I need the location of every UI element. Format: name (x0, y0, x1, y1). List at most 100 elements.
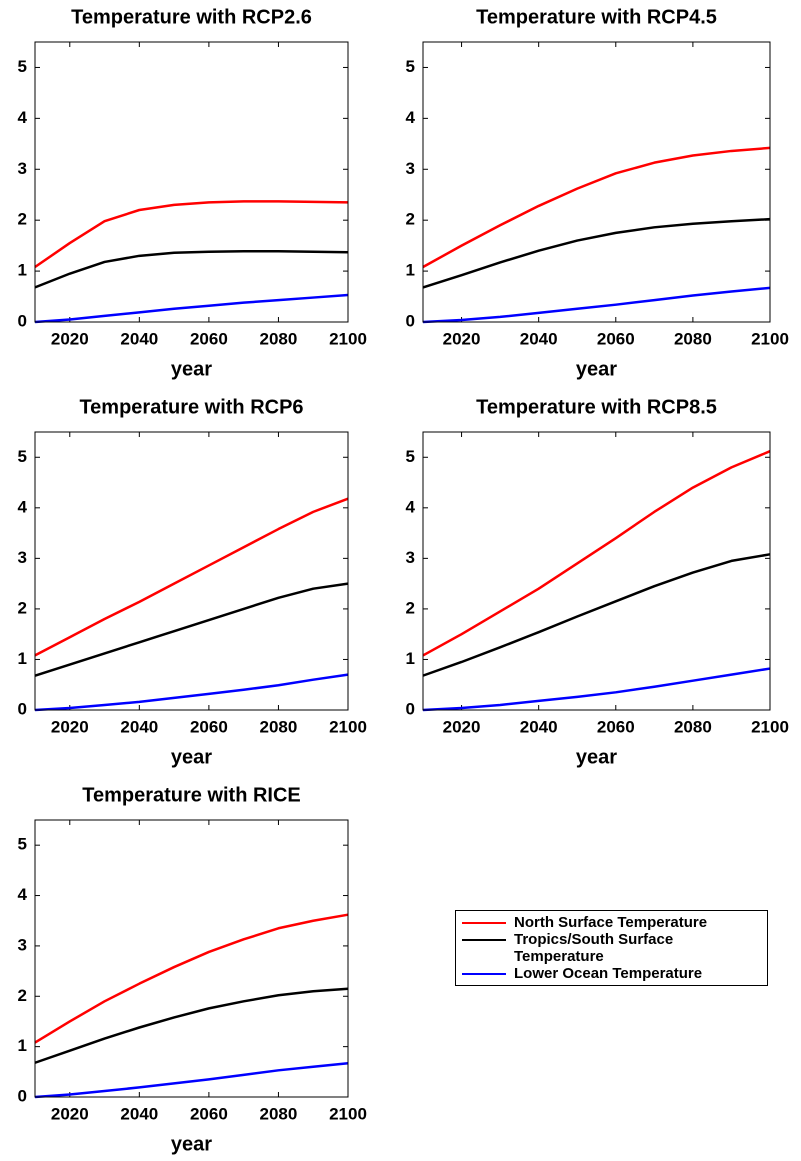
y-tick-label: 1 (18, 649, 27, 668)
y-tick-label: 5 (18, 447, 27, 466)
y-tick-label: 4 (406, 108, 416, 127)
panel: Temperature with RICE year 0 1 2 3 4 5 2020 2040 2… (18, 784, 367, 1155)
y-tick-label: 4 (18, 108, 28, 127)
y-tick-label: 2 (18, 986, 27, 1005)
series-line (34, 673, 349, 712)
legend-label: North Surface Temperature (514, 914, 708, 931)
y-tick-label: 0 (406, 311, 415, 330)
x-tick-label: 2080 (260, 1104, 298, 1123)
series-line (34, 497, 349, 657)
x-tick-label: 2080 (260, 329, 298, 348)
series-line (422, 667, 771, 712)
y-tick-label: 3 (406, 159, 415, 178)
y-tick-label: 4 (18, 497, 28, 516)
chart-title: Temperature with RCP2.6 (71, 6, 312, 28)
legend-swatch (462, 973, 506, 975)
plot-area (35, 42, 348, 322)
x-tick-label: 2060 (190, 717, 228, 736)
series-line (34, 293, 349, 324)
x-tick-label: 2020 (51, 329, 89, 348)
legend-entry: North Surface Temperature (456, 914, 767, 931)
series-line (422, 450, 771, 657)
x-tick-label: 2020 (51, 717, 89, 736)
series-line (422, 553, 771, 677)
y-tick-label: 1 (18, 261, 27, 280)
x-tick-label: 2100 (329, 329, 367, 348)
legend-swatch (462, 922, 506, 924)
y-tick-label: 4 (18, 885, 28, 904)
series-line (422, 286, 771, 324)
x-axis-label: year (171, 358, 212, 380)
series-line (422, 217, 771, 289)
x-tick-label: 2020 (443, 717, 481, 736)
plot-area (35, 432, 348, 710)
x-tick-label: 2060 (190, 329, 228, 348)
y-tick-label: 5 (18, 57, 27, 76)
chart-title: Temperature with RICE (82, 784, 301, 806)
series-line (34, 249, 349, 289)
y-tick-label: 1 (406, 261, 415, 280)
series-line (34, 987, 349, 1064)
legend-swatch (462, 939, 506, 941)
axes-box (34, 819, 349, 1098)
y-tick-label: 5 (406, 57, 415, 76)
x-tick-label: 2080 (674, 717, 712, 736)
y-tick-label: 3 (18, 935, 27, 954)
panel: Temperature with RCP4.5 year 0 1 2 3 4 5 2020 204… (406, 6, 789, 380)
x-tick-label: 2080 (260, 717, 298, 736)
series-line (34, 1062, 349, 1099)
x-tick-label: 2100 (751, 717, 789, 736)
x-tick-label: 2100 (751, 329, 789, 348)
x-tick-label: 2040 (120, 717, 158, 736)
axes-box (34, 41, 349, 323)
y-tick-label: 2 (406, 598, 415, 617)
y-tick-label: 1 (406, 649, 415, 668)
x-tick-label: 2060 (597, 717, 635, 736)
y-tick-label: 4 (406, 497, 416, 516)
x-tick-label: 2060 (190, 1104, 228, 1123)
y-tick-label: 5 (18, 835, 27, 854)
panel: Temperature with RCP8.5 year 0 1 2 3 4 5 2020 204… (406, 396, 789, 768)
axes-box (422, 431, 771, 711)
x-tick-label: 2100 (329, 1104, 367, 1123)
y-tick-label: 2 (18, 598, 27, 617)
x-axis-label: year (576, 358, 617, 380)
y-tick-label: 3 (18, 548, 27, 567)
y-tick-label: 0 (406, 699, 415, 718)
x-tick-label: 2040 (120, 1104, 158, 1123)
x-axis-label: year (576, 746, 617, 768)
axes-box (422, 41, 771, 323)
y-tick-label: 3 (18, 159, 27, 178)
chart-title: Temperature with RCP8.5 (476, 396, 717, 418)
x-tick-label: 2080 (674, 329, 712, 348)
series-line (34, 913, 349, 1044)
chart-title: Temperature with RCP6 (79, 396, 303, 418)
chart-title: Temperature with RCP4.5 (476, 6, 717, 28)
x-tick-label: 2020 (51, 1104, 89, 1123)
y-tick-label: 5 (406, 447, 415, 466)
y-tick-label: 2 (406, 210, 415, 229)
panel: Temperature with RCP6 year 0 1 2 3 4 5 2020 2040 2… (18, 396, 367, 768)
series-line (34, 200, 349, 269)
series-line (34, 582, 349, 677)
y-tick-label: 1 (18, 1036, 27, 1055)
legend: North Surface Temperature Tropics/South S… (455, 910, 768, 986)
x-tick-label: 2020 (443, 329, 481, 348)
legend-label: Lower Ocean Temperature (514, 965, 703, 982)
x-tick-label: 2040 (520, 329, 558, 348)
panel: Temperature with RCP2.6 year 0 1 2 3 4 5 2020 204… (18, 6, 367, 380)
y-tick-label: 2 (18, 210, 27, 229)
series-line (422, 146, 771, 269)
x-tick-label: 2100 (329, 717, 367, 736)
legend-entry: Tropics/South Surface Temperature (456, 931, 767, 965)
legend-entry: Lower Ocean Temperature (456, 965, 767, 982)
x-tick-label: 2040 (520, 717, 558, 736)
legend-label: Tropics/South Surface Temperature (514, 931, 674, 965)
axes-box (34, 431, 349, 711)
x-axis-label: year (171, 1133, 212, 1155)
x-axis-label: year (171, 746, 212, 768)
x-tick-label: 2040 (120, 329, 158, 348)
y-tick-label: 0 (18, 311, 27, 330)
